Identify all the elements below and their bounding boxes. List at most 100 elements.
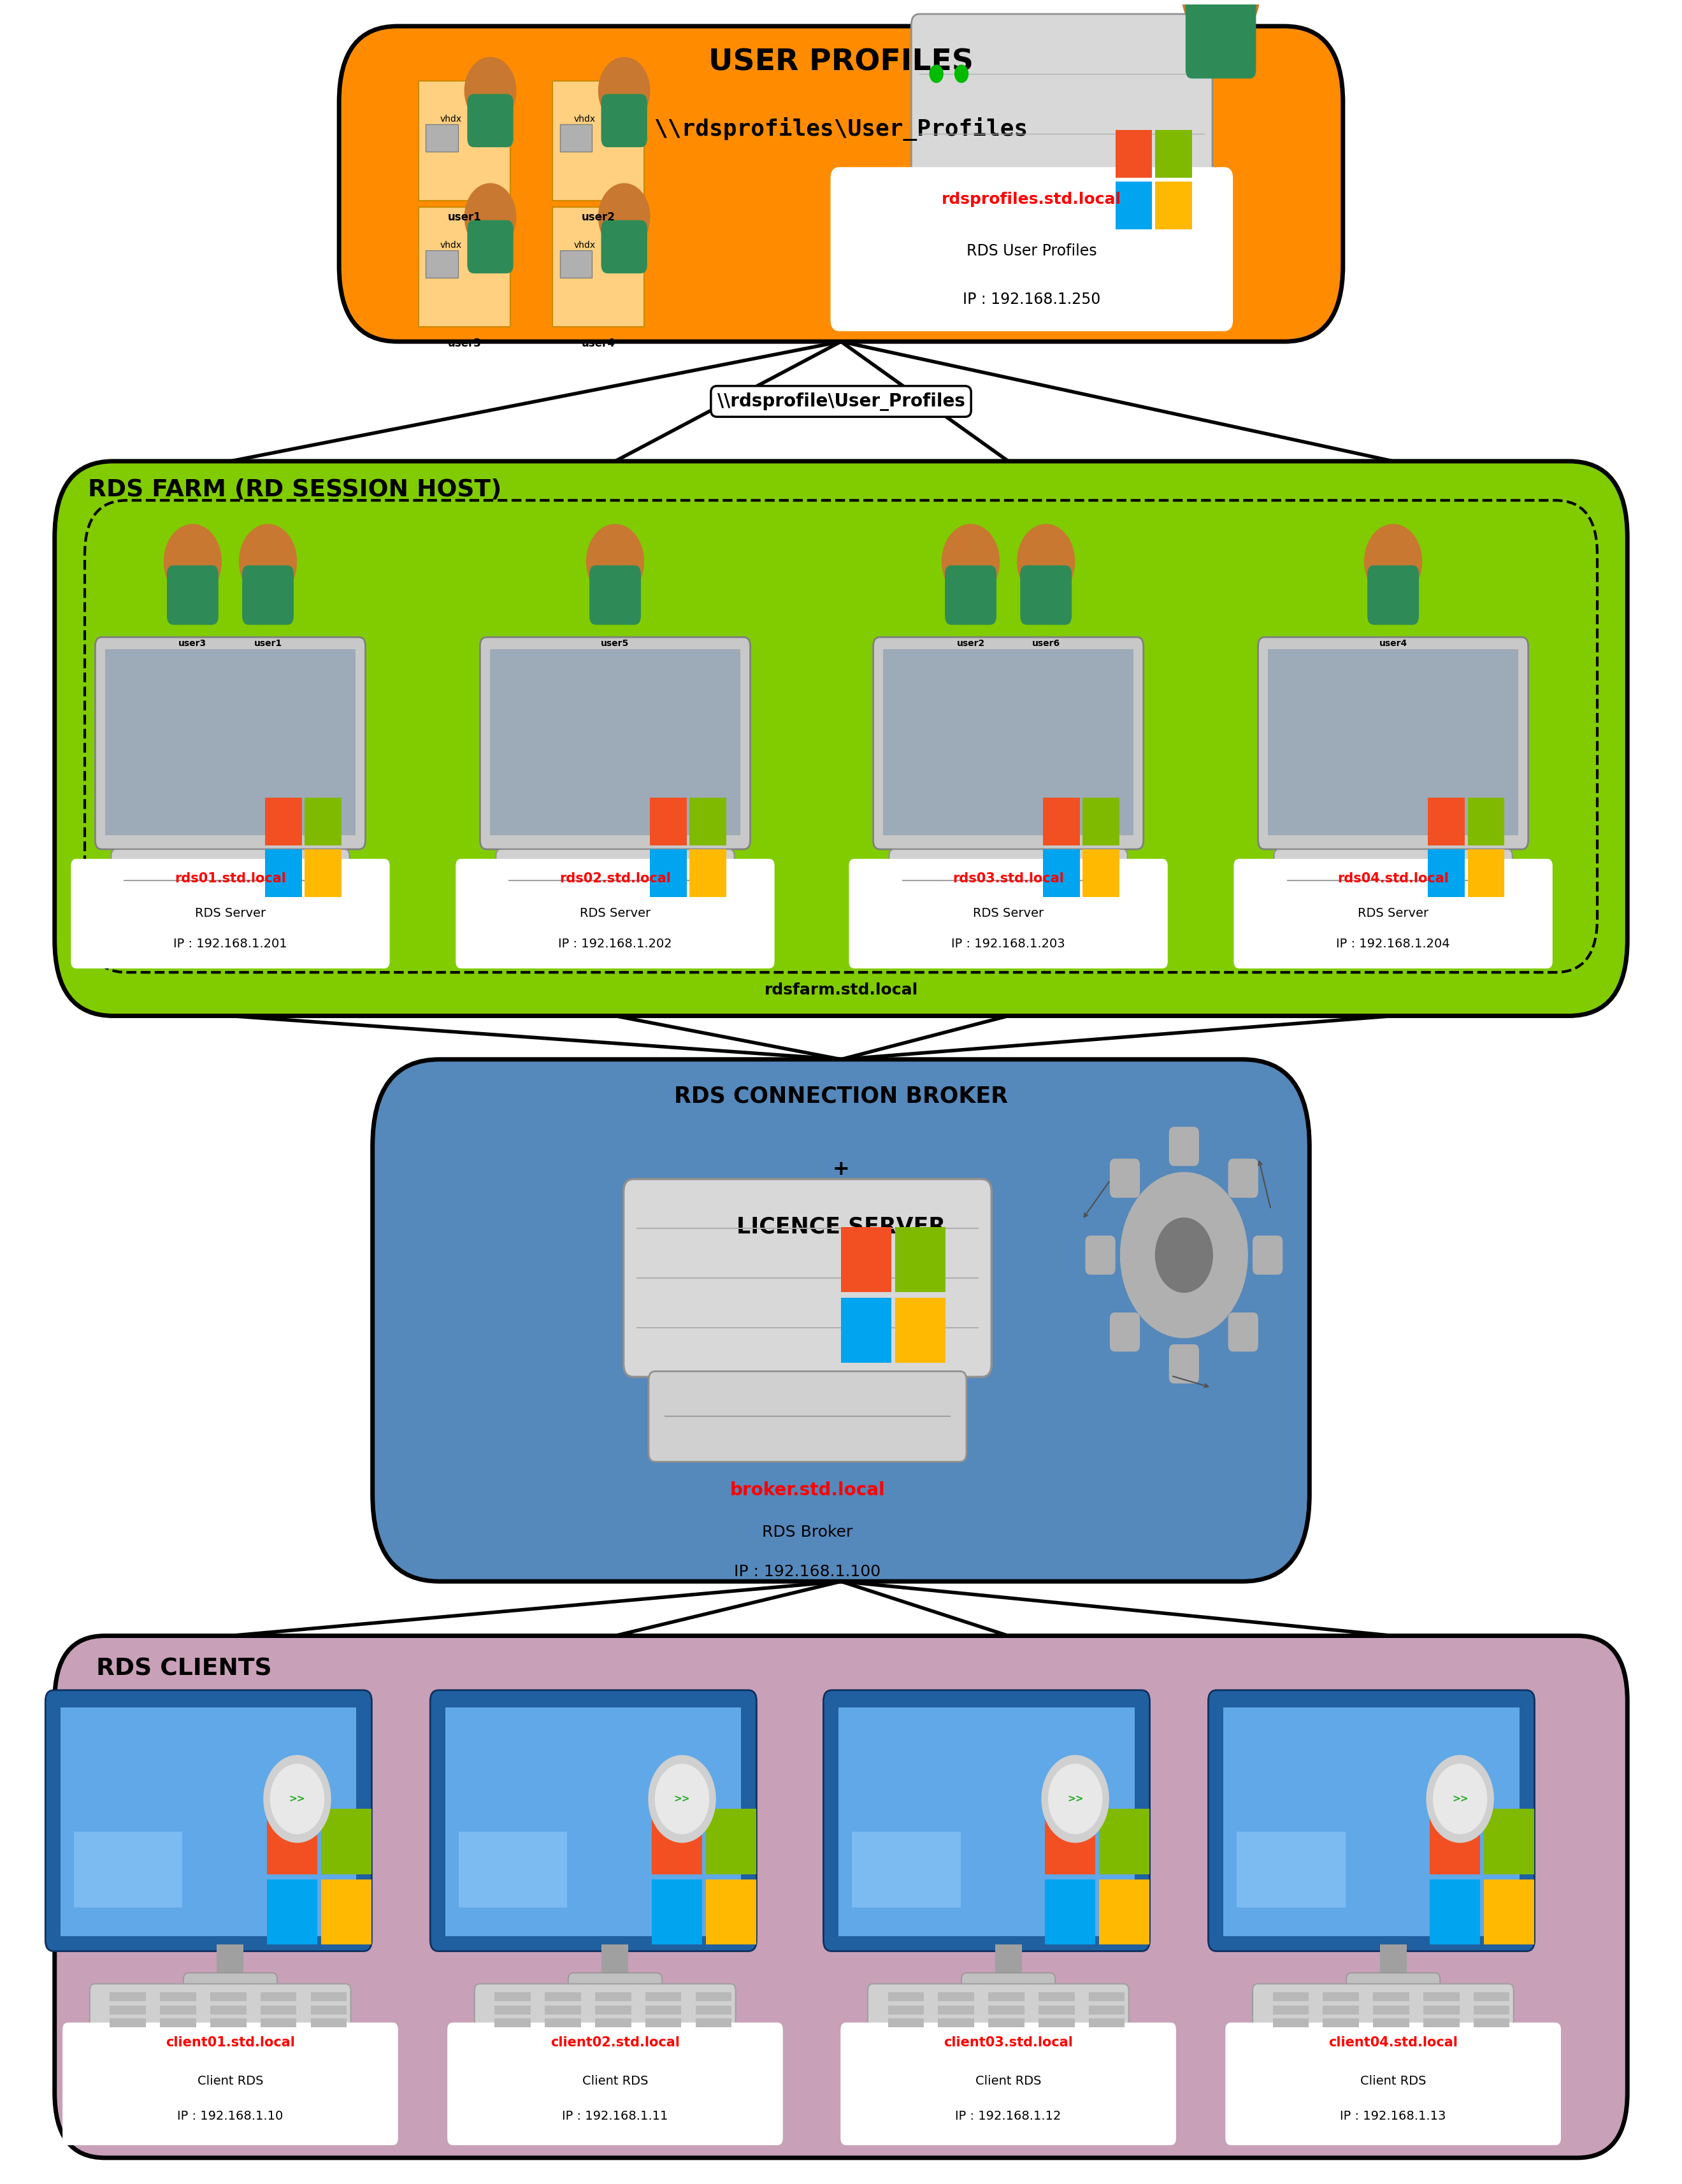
Bar bbox=[1473, 2018, 1509, 2027]
Bar bbox=[160, 2018, 197, 2027]
Text: rdsprofiles.std.local: rdsprofiles.std.local bbox=[942, 192, 1122, 207]
Text: IP : 192.168.1.11: IP : 192.168.1.11 bbox=[562, 2110, 668, 2123]
Circle shape bbox=[1182, 0, 1260, 44]
Bar bbox=[1273, 1992, 1309, 2001]
Circle shape bbox=[955, 66, 969, 83]
Bar bbox=[1484, 1880, 1534, 1944]
Bar bbox=[695, 2005, 732, 2014]
Bar bbox=[261, 2018, 296, 2027]
FancyBboxPatch shape bbox=[183, 1972, 278, 2005]
Bar bbox=[419, 92, 459, 107]
Circle shape bbox=[1048, 1765, 1102, 1835]
Bar bbox=[989, 2005, 1024, 2014]
Text: broker.std.local: broker.std.local bbox=[730, 1481, 885, 1498]
Bar bbox=[646, 2005, 681, 2014]
FancyBboxPatch shape bbox=[496, 850, 735, 911]
Text: Client RDS: Client RDS bbox=[197, 2075, 264, 2088]
Bar bbox=[1273, 2005, 1309, 2014]
Bar bbox=[160, 1992, 197, 2001]
Text: user2: user2 bbox=[957, 640, 984, 649]
Bar bbox=[895, 1297, 945, 1363]
FancyBboxPatch shape bbox=[1367, 566, 1420, 625]
FancyBboxPatch shape bbox=[111, 850, 350, 911]
Bar bbox=[1373, 2018, 1410, 2027]
Bar bbox=[595, 1992, 631, 2001]
Bar bbox=[311, 2018, 346, 2027]
Bar bbox=[261, 1992, 296, 2001]
FancyBboxPatch shape bbox=[824, 1690, 1150, 1950]
FancyBboxPatch shape bbox=[242, 566, 294, 625]
Text: RDS Server: RDS Server bbox=[580, 906, 651, 919]
Bar bbox=[839, 1708, 1134, 1935]
Text: RDS Broker: RDS Broker bbox=[762, 1524, 853, 1540]
Text: user6: user6 bbox=[1031, 640, 1060, 649]
Bar bbox=[1156, 181, 1193, 229]
Bar bbox=[1088, 1992, 1125, 2001]
Text: >>: >> bbox=[674, 1793, 690, 1804]
FancyBboxPatch shape bbox=[890, 850, 1127, 911]
Bar bbox=[653, 1808, 701, 1874]
Bar bbox=[989, 2018, 1024, 2027]
Bar bbox=[1430, 1808, 1480, 1874]
Bar bbox=[646, 2018, 681, 2027]
Bar bbox=[1428, 797, 1465, 845]
Bar bbox=[1322, 2005, 1359, 2014]
Bar bbox=[1223, 1708, 1519, 1935]
Bar bbox=[321, 1880, 372, 1944]
Bar bbox=[1473, 2005, 1509, 2014]
Circle shape bbox=[599, 183, 649, 251]
Bar bbox=[1038, 1992, 1075, 2001]
Bar bbox=[1428, 850, 1465, 898]
Bar bbox=[210, 2018, 246, 2027]
Bar bbox=[695, 2018, 732, 2027]
FancyBboxPatch shape bbox=[600, 221, 648, 273]
Text: user4: user4 bbox=[1379, 640, 1408, 649]
FancyBboxPatch shape bbox=[1228, 1313, 1258, 1352]
Bar bbox=[1423, 2018, 1460, 2027]
FancyBboxPatch shape bbox=[831, 168, 1233, 330]
Circle shape bbox=[587, 524, 644, 598]
Text: IP : 192.168.1.250: IP : 192.168.1.250 bbox=[962, 290, 1100, 306]
FancyBboxPatch shape bbox=[1186, 0, 1256, 79]
Text: user2: user2 bbox=[582, 212, 616, 223]
Bar bbox=[560, 251, 592, 277]
Circle shape bbox=[1364, 524, 1421, 598]
Circle shape bbox=[464, 57, 516, 124]
Circle shape bbox=[264, 1756, 331, 1843]
Bar bbox=[459, 1832, 567, 1907]
Bar bbox=[1115, 181, 1152, 229]
Text: client04.std.local: client04.std.local bbox=[1329, 2035, 1458, 2049]
Bar bbox=[217, 1944, 244, 1979]
Text: rds01.std.local: rds01.std.local bbox=[175, 871, 286, 885]
FancyBboxPatch shape bbox=[841, 2022, 1176, 2145]
Bar bbox=[552, 81, 644, 201]
Bar bbox=[1045, 1880, 1095, 1944]
FancyBboxPatch shape bbox=[589, 566, 641, 625]
Bar bbox=[74, 1832, 182, 1907]
Bar bbox=[883, 649, 1134, 834]
Bar bbox=[706, 1808, 757, 1874]
Bar bbox=[1088, 2005, 1125, 2014]
FancyBboxPatch shape bbox=[1346, 1972, 1440, 2005]
Bar bbox=[1115, 129, 1152, 177]
Bar bbox=[1268, 649, 1519, 834]
Bar bbox=[1322, 1992, 1359, 2001]
FancyBboxPatch shape bbox=[431, 1690, 757, 1950]
Bar bbox=[649, 797, 686, 845]
Text: +: + bbox=[833, 1160, 849, 1179]
Bar bbox=[851, 1832, 960, 1907]
Bar bbox=[1423, 1992, 1460, 2001]
Circle shape bbox=[1120, 1173, 1248, 1339]
Text: client01.std.local: client01.std.local bbox=[165, 2035, 294, 2049]
Bar bbox=[1043, 797, 1080, 845]
Text: \\rdsprofiles\User_Profiles: \\rdsprofiles\User_Profiles bbox=[654, 118, 1028, 142]
Bar bbox=[595, 2018, 631, 2027]
Text: IP : 192.168.1.201: IP : 192.168.1.201 bbox=[173, 937, 288, 950]
Bar bbox=[841, 1297, 891, 1363]
FancyBboxPatch shape bbox=[340, 26, 1342, 341]
FancyBboxPatch shape bbox=[649, 1372, 967, 1461]
Bar bbox=[695, 1992, 732, 2001]
Bar bbox=[210, 1992, 246, 2001]
FancyBboxPatch shape bbox=[1228, 1160, 1258, 1197]
FancyBboxPatch shape bbox=[167, 566, 219, 625]
